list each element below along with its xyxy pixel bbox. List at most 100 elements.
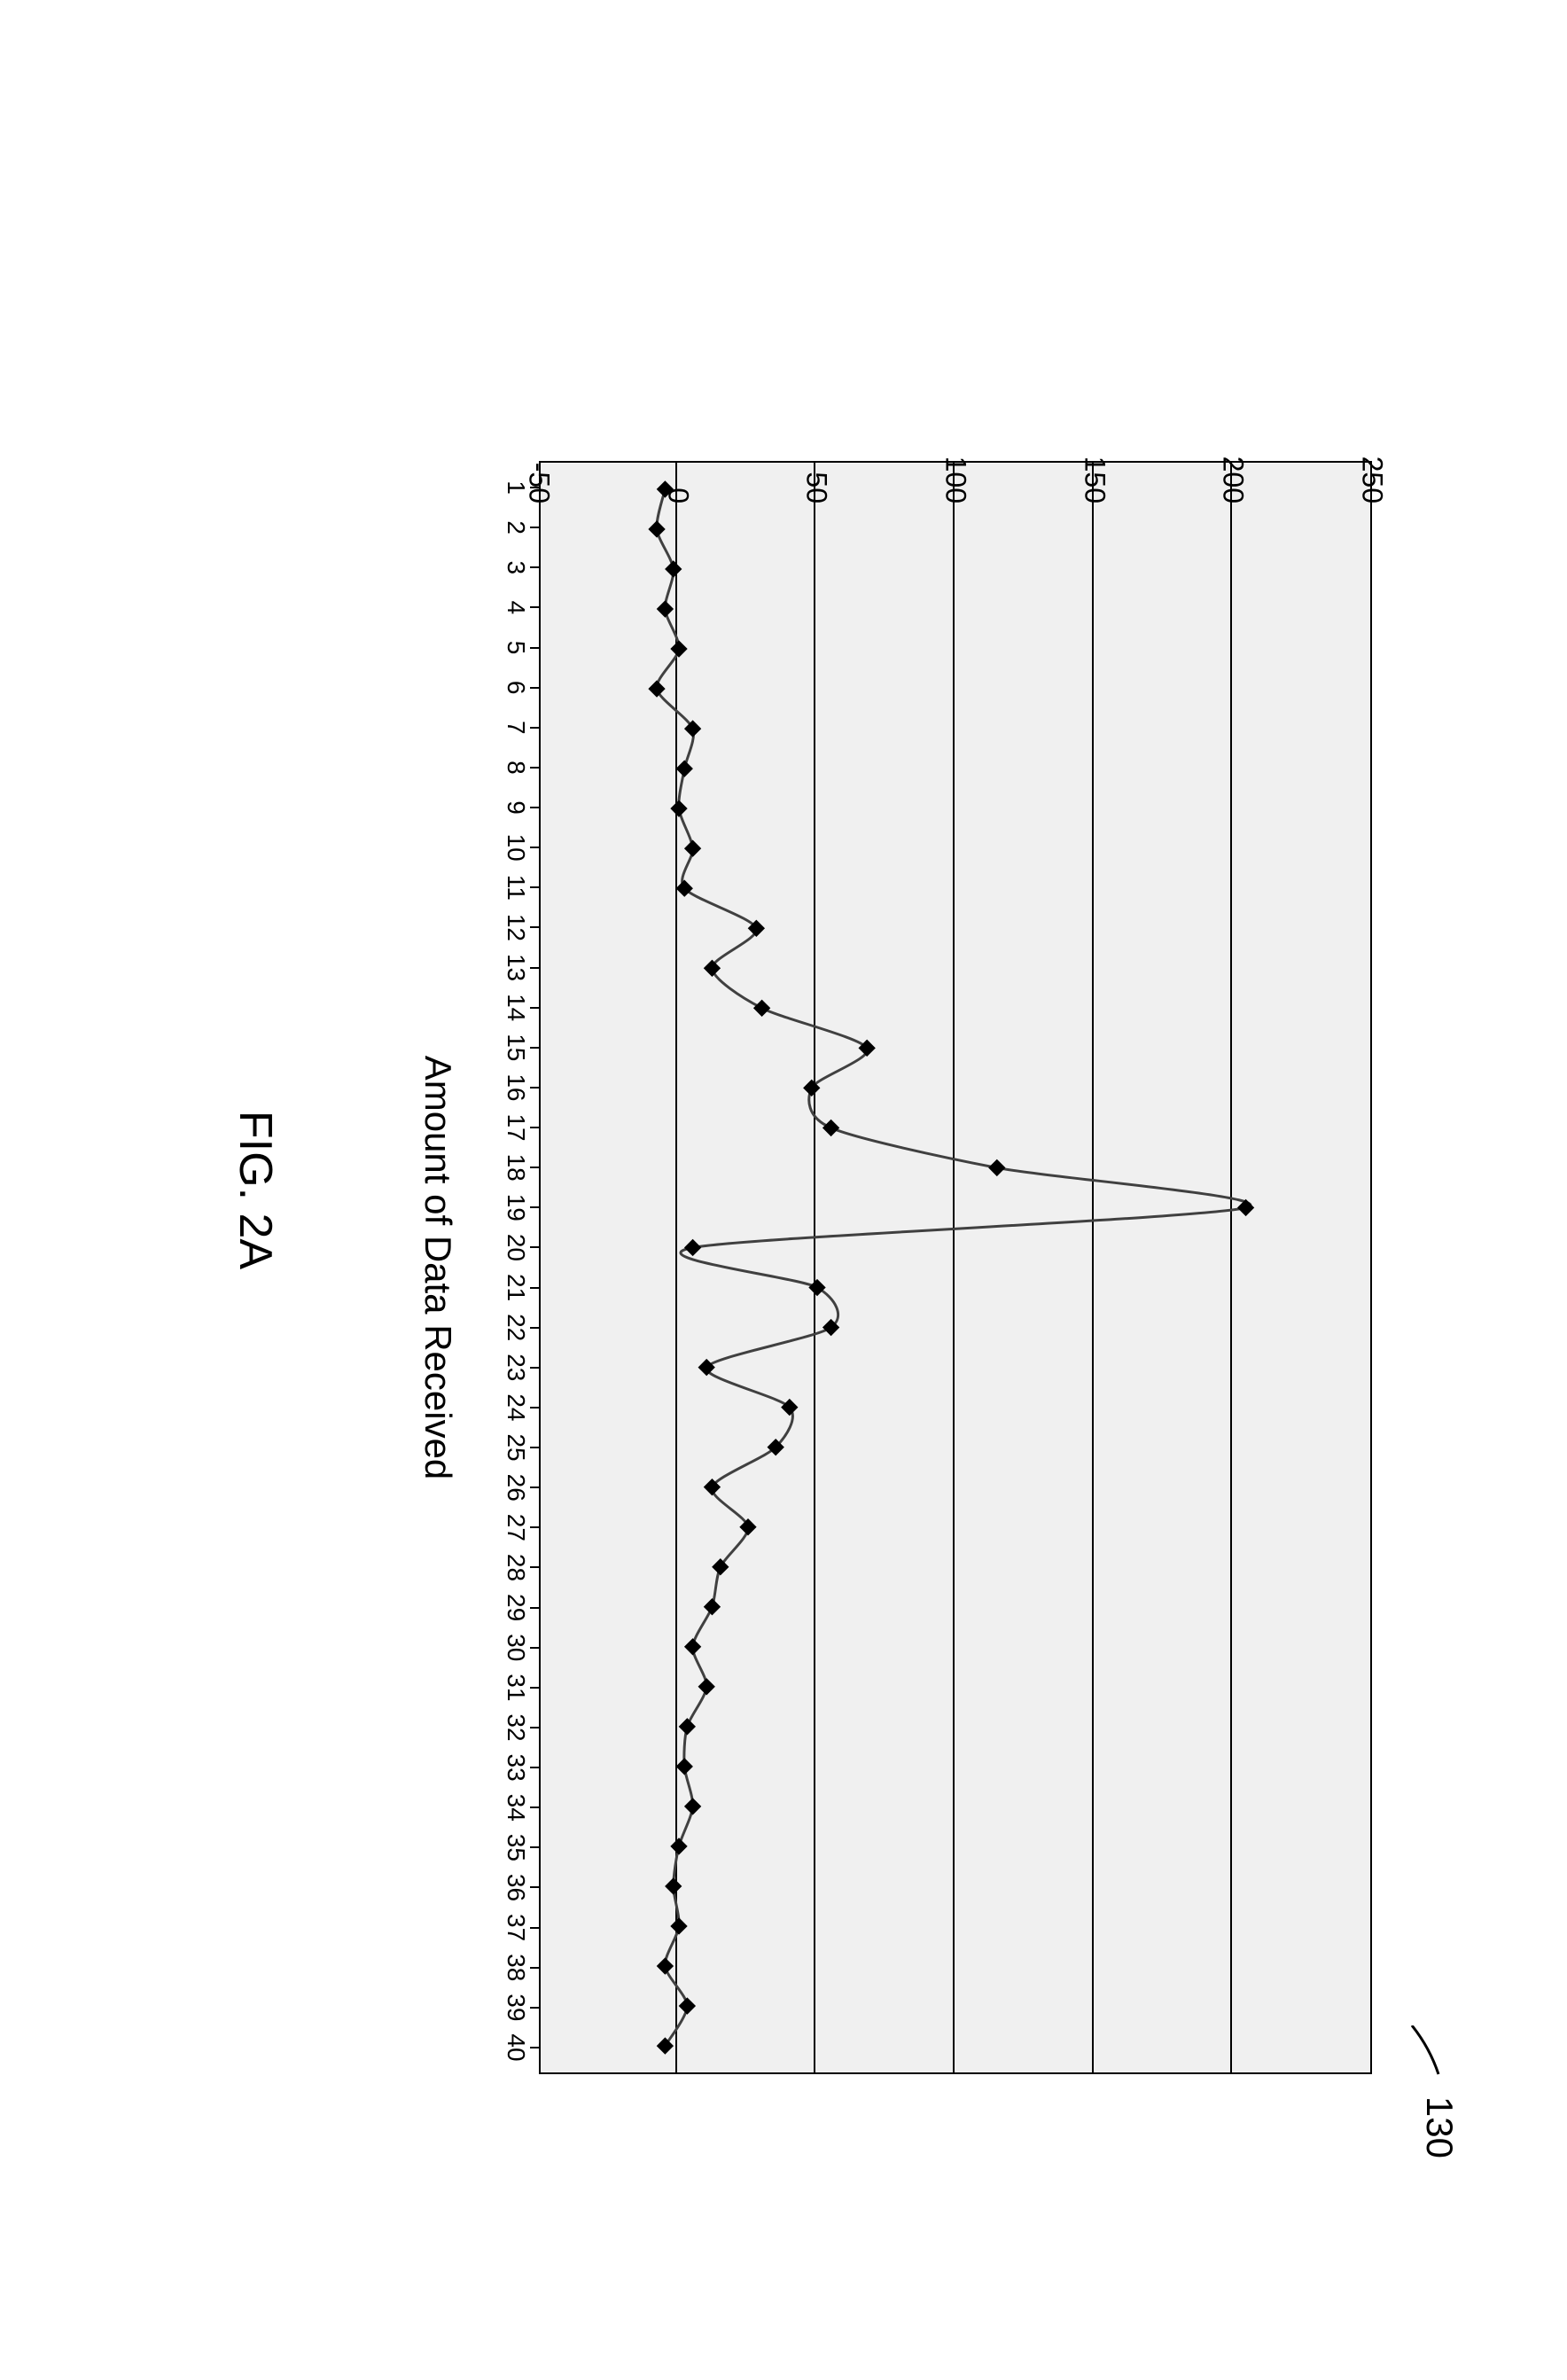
- rotated-page-container: 130 No. of Times Received -5005010015020…: [0, 0, 1567, 2380]
- x-tick-label: 19: [502, 1190, 530, 1225]
- x-tick-label: 30: [502, 1630, 530, 1666]
- data-marker: [704, 960, 720, 976]
- x-tick-label: 13: [502, 950, 530, 986]
- data-marker: [685, 1240, 701, 1256]
- x-tick-label: 10: [502, 830, 530, 865]
- x-tick-label: 38: [502, 1950, 530, 1986]
- x-tick-mark: [530, 1806, 541, 1808]
- x-tick-mark: [530, 1287, 541, 1289]
- x-tick-label: 6: [502, 670, 530, 706]
- data-marker: [809, 1280, 825, 1296]
- x-tick-label: 24: [502, 1390, 530, 1425]
- x-tick-label: 16: [502, 1070, 530, 1105]
- data-marker: [685, 840, 701, 856]
- x-tick-label: 4: [502, 589, 530, 625]
- data-marker: [823, 1120, 839, 1135]
- figure-reference-leader-line: [1407, 2025, 1443, 2079]
- x-tick-label: 33: [502, 1750, 530, 1785]
- x-tick-label: 7: [502, 710, 530, 745]
- x-tick-label: 14: [502, 990, 530, 1026]
- x-tick-mark: [530, 1647, 541, 1649]
- x-tick-label: 27: [502, 1510, 530, 1545]
- data-marker: [657, 1958, 673, 1974]
- x-tick-label: 17: [502, 1110, 530, 1145]
- x-tick-label: 34: [502, 1790, 530, 1825]
- x-tick-label: 20: [502, 1229, 530, 1265]
- data-markers-group: [649, 481, 1253, 2054]
- y-tick-label: 50: [800, 433, 833, 503]
- x-tick-label: 29: [502, 1590, 530, 1626]
- x-tick-mark: [530, 527, 541, 528]
- x-tick-label: 31: [502, 1670, 530, 1705]
- x-tick-label: 2: [502, 510, 530, 545]
- data-marker: [657, 601, 673, 617]
- x-tick-mark: [530, 1927, 541, 1929]
- x-tick-mark: [530, 926, 541, 928]
- x-tick-mark: [530, 807, 541, 808]
- x-tick-label: 8: [502, 750, 530, 785]
- data-marker: [679, 1719, 695, 1735]
- data-marker: [740, 1519, 756, 1535]
- data-marker: [1238, 1199, 1254, 1215]
- x-tick-mark: [530, 566, 541, 568]
- x-tick-mark: [530, 1327, 541, 1329]
- data-marker: [671, 1838, 687, 1854]
- x-tick-mark: [530, 1007, 541, 1009]
- x-tick-mark: [530, 886, 541, 888]
- data-marker: [685, 1639, 701, 1655]
- data-marker: [989, 1159, 1005, 1175]
- data-marker: [704, 1599, 720, 1615]
- x-tick-mark: [530, 1886, 541, 1888]
- x-tick-mark: [530, 2007, 541, 2009]
- chart-plot-area: [539, 461, 1372, 2074]
- x-tick-label: 15: [502, 1030, 530, 1065]
- data-marker: [666, 1878, 682, 1894]
- x-tick-mark: [530, 1967, 541, 1969]
- x-tick-mark: [530, 647, 541, 649]
- x-tick-mark: [530, 967, 541, 969]
- x-tick-label: 3: [502, 550, 530, 585]
- data-marker: [713, 1559, 729, 1575]
- x-tick-label: 32: [502, 1710, 530, 1745]
- x-tick-mark: [530, 1407, 541, 1408]
- x-tick-label: 36: [502, 1869, 530, 1905]
- figure-caption: FIG. 2A: [229, 0, 282, 2380]
- x-tick-mark: [530, 2047, 541, 2048]
- x-tick-label: 22: [502, 1310, 530, 1346]
- figure-reference-number: 130: [1418, 2096, 1461, 2158]
- chart-svg: [541, 463, 1370, 2072]
- x-tick-mark: [530, 1367, 541, 1369]
- x-tick-mark: [530, 1526, 541, 1528]
- x-tick-label: 1: [502, 470, 530, 505]
- x-tick-mark: [530, 1167, 541, 1168]
- data-marker: [754, 1000, 770, 1016]
- x-tick-label: 28: [502, 1549, 530, 1585]
- x-tick-mark: [530, 1246, 541, 1248]
- x-tick-label: 18: [502, 1150, 530, 1185]
- x-tick-mark: [530, 1087, 541, 1089]
- x-tick-mark: [530, 1767, 541, 1768]
- x-tick-mark: [530, 1687, 541, 1689]
- x-tick-label: 35: [502, 1830, 530, 1865]
- x-tick-mark: [530, 687, 541, 689]
- x-tick-label: 12: [502, 909, 530, 945]
- x-tick-mark: [530, 1566, 541, 1568]
- x-tick-mark: [530, 1607, 541, 1609]
- data-marker: [685, 721, 701, 737]
- data-marker: [676, 1759, 692, 1775]
- data-marker: [679, 1998, 695, 2014]
- x-tick-mark: [530, 1846, 541, 1848]
- x-tick-mark: [530, 1727, 541, 1728]
- x-tick-label: 26: [502, 1470, 530, 1505]
- data-marker: [671, 1918, 687, 1934]
- x-tick-mark: [530, 727, 541, 729]
- x-tick-mark: [530, 487, 541, 488]
- x-tick-label: 23: [502, 1350, 530, 1385]
- x-tick-label: 5: [502, 630, 530, 666]
- x-tick-mark: [530, 847, 541, 848]
- x-tick-label: 37: [502, 1910, 530, 1946]
- y-tick-label: 250: [1356, 433, 1389, 503]
- data-line: [657, 489, 1251, 2046]
- x-tick-mark: [530, 1047, 541, 1049]
- data-marker: [671, 641, 687, 657]
